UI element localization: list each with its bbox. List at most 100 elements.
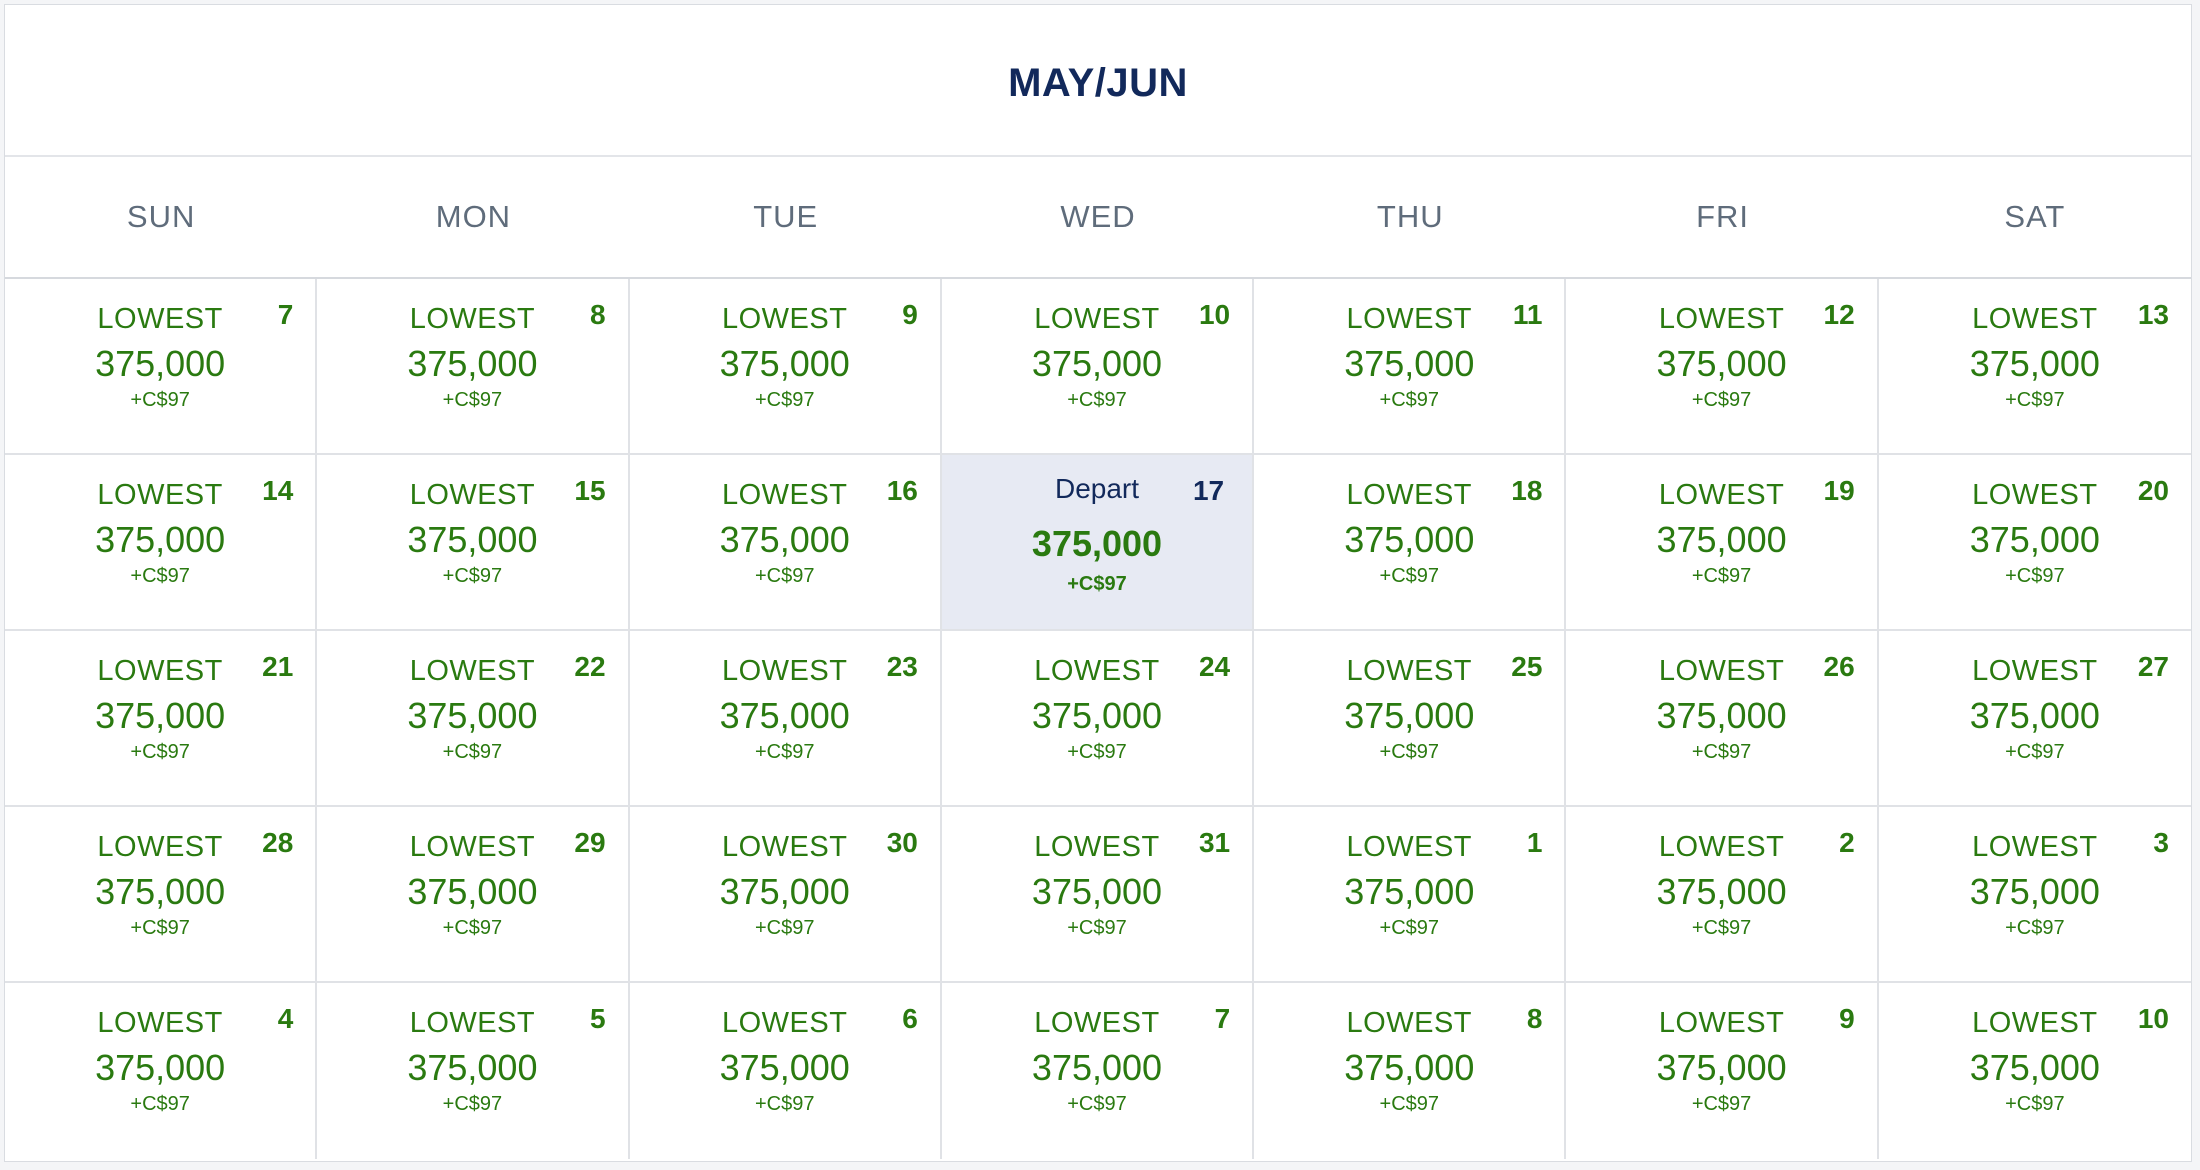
calendar-day-cell[interactable]: LOWEST 16 375,000 +C$97: [629, 455, 942, 631]
points-price: 375,000: [407, 519, 538, 560]
taxes-fee: +C$97: [2005, 1093, 2065, 1115]
day-number: 22: [574, 651, 606, 682]
lowest-fare-label: LOWEST: [1034, 303, 1160, 335]
calendar-day-cell[interactable]: LOWEST 11 375,000 +C$97: [1254, 279, 1567, 455]
day-number: 19: [1823, 475, 1855, 506]
calendar-day-cell[interactable]: LOWEST 27 375,000 +C$97: [1878, 631, 2191, 807]
calendar-day-cell[interactable]: LOWEST 9 375,000 +C$97: [629, 279, 942, 455]
lowest-fare-label: LOWEST: [1034, 655, 1160, 687]
points-price: 375,000: [1656, 343, 1787, 384]
day-number: 9: [1839, 1003, 1855, 1034]
calendar-day-cell[interactable]: LOWEST 28 375,000 +C$97: [5, 807, 318, 983]
calendar-day-cell[interactable]: LOWEST 7 375,000 +C$97: [5, 279, 318, 455]
calendar-day-cell[interactable]: LOWEST 1 375,000 +C$97: [1254, 807, 1567, 983]
points-price: 375,000: [95, 1047, 226, 1088]
calendar-day-cell[interactable]: LOWEST 5 375,000 +C$97: [317, 983, 630, 1159]
lowest-fare-label: LOWEST: [721, 303, 848, 335]
points-price: 375,000: [1031, 343, 1163, 384]
month-title: MAY/JUN: [1008, 60, 1188, 105]
lowest-fare-label: LOWEST: [1972, 479, 2098, 511]
calendar-day-grid: LOWEST 7 375,000 +C$97 LOWEST 8 375,000 +C$97 LO…: [5, 279, 2191, 1159]
taxes-fee: +C$97: [754, 389, 815, 411]
day-number: 17: [1192, 475, 1225, 506]
calendar-day-cell[interactable]: LOWEST 19 375,000 +C$97: [1566, 455, 1879, 631]
calendar-day-cell[interactable]: LOWEST 7 375,000 +C$97: [942, 983, 1255, 1159]
day-number: 25: [1511, 651, 1543, 682]
day-number: 27: [2137, 651, 2169, 682]
taxes-fee: +C$97: [1691, 1093, 1752, 1115]
day-number: 24: [1198, 651, 1231, 682]
taxes-fee: +C$97: [1691, 389, 1752, 411]
calendar-day-cell[interactable]: LOWEST 15 375,000 +C$97: [317, 455, 630, 631]
calendar-day-cell[interactable]: LOWEST 9 375,000 +C$97: [1566, 983, 1879, 1159]
weekday-sun: SUN: [126, 199, 196, 234]
lowest-fare-label: LOWEST: [1972, 303, 2098, 335]
calendar-day-cell[interactable]: LOWEST 4 375,000 +C$97: [5, 983, 318, 1159]
calendar-day-cell[interactable]: LOWEST 3 375,000 +C$97: [1878, 807, 2191, 983]
taxes-fee: +C$97: [754, 741, 815, 763]
calendar-header: MAY/JUN: [5, 5, 2191, 157]
lowest-fare-label: LOWEST: [721, 831, 848, 863]
day-number: 31: [1198, 827, 1231, 858]
points-price: 375,000: [1656, 519, 1787, 560]
weekday-tue: TUE: [753, 199, 819, 234]
taxes-fee: +C$97: [130, 917, 190, 939]
taxes-fee: +C$97: [1379, 917, 1440, 939]
day-number: 26: [1823, 651, 1855, 682]
calendar-day-cell[interactable]: LOWEST 8 375,000 +C$97: [1254, 983, 1567, 1159]
lowest-fare-label: LOWEST: [97, 303, 223, 335]
lowest-fare-label: LOWEST: [1346, 303, 1473, 335]
points-price: 375,000: [1031, 695, 1163, 736]
calendar-day-cell[interactable]: LOWEST 30 375,000 +C$97: [629, 807, 942, 983]
points-price: 375,000: [1344, 343, 1475, 384]
calendar-day-cell[interactable]: LOWEST 25 375,000 +C$97: [1254, 631, 1567, 807]
points-price: 375,000: [95, 871, 226, 912]
calendar-day-cell[interactable]: LOWEST 22 375,000 +C$97: [317, 631, 630, 807]
taxes-fee: +C$97: [1067, 917, 1127, 939]
points-price: 375,000: [719, 695, 850, 736]
calendar-day-cell-selected[interactable]: Depart 17 375,000 +C$97: [941, 455, 1255, 631]
calendar-day-cell[interactable]: LOWEST 18 375,000 +C$97: [1254, 455, 1567, 631]
calendar-day-cell[interactable]: LOWEST 2 375,000 +C$97: [1566, 807, 1879, 983]
lowest-fare-label: LOWEST: [409, 303, 536, 335]
day-number: 10: [2137, 1003, 2169, 1034]
calendar-day-cell[interactable]: LOWEST 26 375,000 +C$97: [1566, 631, 1879, 807]
day-number: 6: [902, 1003, 918, 1034]
calendar-day-cell[interactable]: LOWEST 20 375,000 +C$97: [1878, 455, 2191, 631]
points-price: 375,000: [1969, 1047, 2100, 1088]
calendar-day-cell[interactable]: LOWEST 23 375,000 +C$97: [629, 631, 942, 807]
calendar-day-cell[interactable]: LOWEST 10 375,000 +C$97: [941, 279, 1255, 455]
calendar-day-cell[interactable]: LOWEST 6 375,000 +C$97: [630, 983, 942, 1159]
points-price: 375,000: [1656, 1047, 1787, 1088]
calendar-day-cell[interactable]: LOWEST 24 375,000 +C$97: [941, 631, 1255, 807]
calendar-day-cell[interactable]: LOWEST 14 375,000 +C$97: [5, 455, 318, 631]
points-price: 375,000: [1344, 695, 1475, 736]
taxes-fee: +C$97: [754, 1093, 815, 1115]
taxes-fee: +C$97: [130, 565, 190, 587]
calendar-day-cell[interactable]: LOWEST 10 375,000 +C$97: [1879, 983, 2191, 1159]
points-price: 375,000: [1969, 343, 2100, 384]
day-number: 5: [589, 1003, 606, 1034]
calendar-day-cell[interactable]: LOWEST 31 375,000 +C$97: [941, 807, 1255, 983]
calendar-day-cell[interactable]: LOWEST 8 375,000 +C$97: [317, 279, 630, 455]
taxes-fee: +C$97: [1379, 741, 1440, 763]
day-number: 4: [277, 1003, 294, 1034]
taxes-fee: +C$97: [442, 741, 503, 763]
taxes-fee: +C$97: [1691, 565, 1752, 587]
day-number: 8: [1526, 1003, 1543, 1034]
day-number: 16: [886, 475, 918, 506]
lowest-fare-label: LOWEST: [1346, 479, 1473, 511]
calendar-day-cell[interactable]: LOWEST 12 375,000 +C$97: [1566, 279, 1879, 455]
weekday-wed: WED: [1060, 199, 1136, 234]
day-number: 23: [886, 651, 918, 682]
calendar-day-cell[interactable]: LOWEST 29 375,000 +C$97: [317, 807, 630, 983]
day-number: 7: [277, 299, 294, 330]
weekday-sat: SAT: [2004, 199, 2066, 234]
calendar-day-cell[interactable]: LOWEST 13 375,000 +C$97: [1878, 279, 2191, 455]
day-number: 14: [262, 475, 294, 506]
calendar-day-cell[interactable]: LOWEST 21 375,000 +C$97: [5, 631, 318, 807]
lowest-fare-label: LOWEST: [1972, 655, 2098, 687]
day-number: 9: [902, 299, 918, 330]
points-price: 375,000: [95, 695, 226, 736]
day-number: 7: [1214, 1003, 1231, 1034]
